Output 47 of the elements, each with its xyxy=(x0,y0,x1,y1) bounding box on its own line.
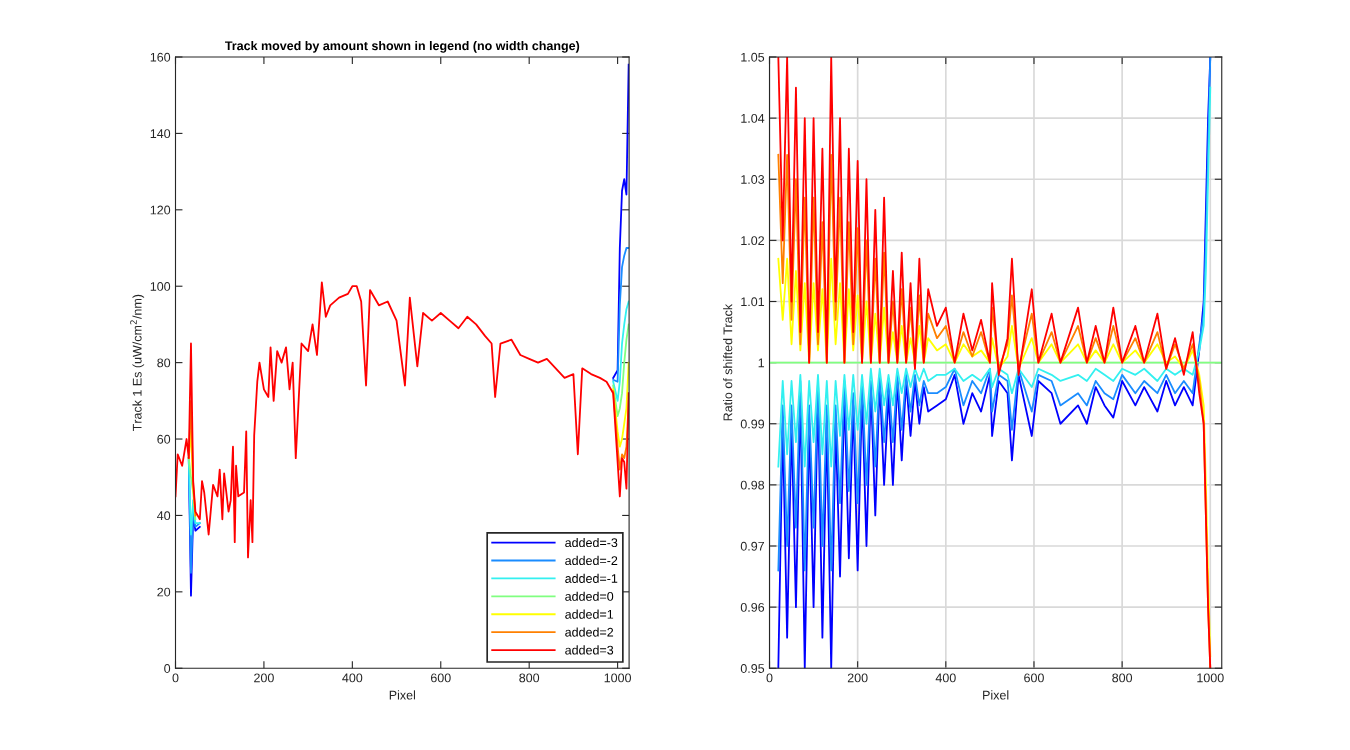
y-tick-label: 1.03 xyxy=(741,175,765,184)
line-series xyxy=(777,57,1212,669)
y-tick-label: 1.02 xyxy=(741,236,765,246)
y-tick-label: 140 xyxy=(150,129,171,139)
legend-label: added=-3 xyxy=(565,537,618,548)
legend-label: added=1 xyxy=(565,609,614,619)
y-tick-label: 0.97 xyxy=(740,541,765,551)
y-tick-label: 0.96 xyxy=(740,602,765,612)
legend-label: added=-1 xyxy=(565,573,618,583)
legend-label: added=0 xyxy=(565,591,614,601)
line-series xyxy=(777,86,1212,468)
y-tick-label: 80 xyxy=(157,358,171,368)
x-tick-label: 800 xyxy=(519,673,540,683)
y-tick-label: 1.01 xyxy=(741,297,765,307)
x-tick-label: 200 xyxy=(254,673,274,683)
y-axis-title: Ratio of shifted Track xyxy=(723,303,733,421)
y-tick-label: 1 xyxy=(758,358,765,368)
y-tick-label: 0.98 xyxy=(740,480,765,490)
x-tick-label: 800 xyxy=(1112,673,1133,683)
y-tick-label: 60 xyxy=(157,434,171,444)
x-tick-label: 600 xyxy=(430,673,451,683)
x-tick-label: 600 xyxy=(1024,673,1044,683)
x-axis-title: Pixel xyxy=(389,690,416,700)
x-tick-label: 400 xyxy=(342,673,363,683)
y-tick-label: 1.04 xyxy=(741,113,765,123)
legend-label: added=-2 xyxy=(565,555,618,566)
chart-title: Track moved by amount shown in legend (no width change) xyxy=(225,41,580,53)
legend-label: added=2 xyxy=(565,627,614,637)
legend-label: added=3 xyxy=(565,645,614,655)
y-axis-title: Track 1 Es (uW/cm$^{2}$/nm) xyxy=(130,294,145,432)
x-tick-label: 400 xyxy=(935,673,956,683)
x-tick-label: 0 xyxy=(172,673,179,683)
y-tick-label: 100 xyxy=(150,282,171,291)
line-series xyxy=(777,57,1212,572)
x-tick-label: 1000 xyxy=(1197,673,1224,683)
x-tick-label: 0 xyxy=(766,673,773,683)
y-tick-label: 1.05 xyxy=(741,52,765,62)
y-tick-label: 20 xyxy=(157,587,171,597)
y-tick-label: 160 xyxy=(150,52,171,62)
y-tick-label: 120 xyxy=(150,205,171,215)
y-tick-label: 40 xyxy=(157,511,171,521)
x-tick-label: 200 xyxy=(847,673,868,683)
x-tick-label: 1000 xyxy=(604,673,632,683)
y-tick-label: 0.95 xyxy=(740,664,765,673)
y-tick-label: 0 xyxy=(164,664,171,673)
y-tick-label: 0.99 xyxy=(740,419,765,429)
x-axis-title: Pixel xyxy=(983,690,1009,700)
